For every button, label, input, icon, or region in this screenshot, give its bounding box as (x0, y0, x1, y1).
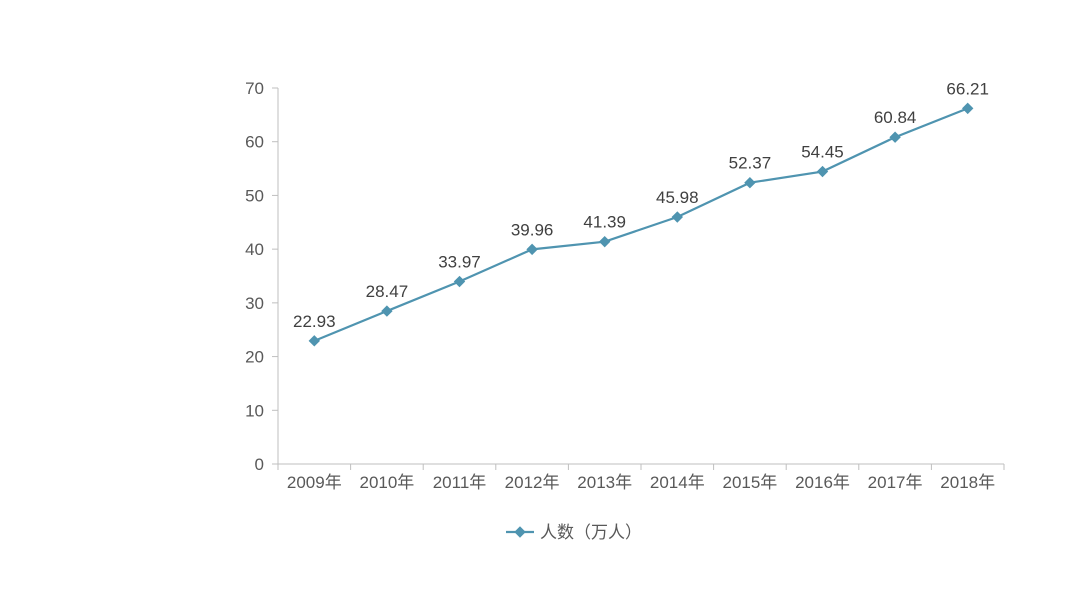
series-marker (745, 178, 755, 188)
series-marker (963, 103, 973, 113)
y-tick-label: 20 (245, 348, 264, 367)
x-tick-label: 2016年 (795, 473, 850, 492)
series-marker (455, 277, 465, 287)
legend-label: 人数（万人） (540, 523, 642, 542)
x-tick-label: 2015年 (722, 473, 777, 492)
x-tick-label: 2011年 (433, 473, 487, 492)
data-label: 60.84 (874, 108, 917, 127)
data-label: 52.37 (729, 154, 772, 173)
series-marker (309, 336, 319, 346)
series-marker (382, 306, 392, 316)
y-tick-label: 50 (245, 186, 264, 205)
series-marker (527, 244, 537, 254)
series-marker (818, 167, 828, 177)
x-tick-label: 2010年 (359, 473, 414, 492)
x-tick-label: 2009年 (287, 473, 342, 492)
data-label: 39.96 (511, 220, 554, 239)
series-marker (890, 132, 900, 142)
data-label: 66.21 (946, 79, 989, 98)
y-tick-label: 40 (245, 240, 264, 259)
series-marker (600, 237, 610, 247)
data-label: 41.39 (583, 213, 626, 232)
data-label: 45.98 (656, 188, 699, 207)
y-tick-label: 10 (245, 401, 264, 420)
y-tick-label: 0 (255, 455, 264, 474)
series-marker (672, 212, 682, 222)
line-chart: 0 10 20 30 40 50 60 70 2009年 2010年 2011年 2012年 2013年… (0, 0, 1080, 608)
data-label: 28.47 (366, 282, 409, 301)
data-label: 33.97 (438, 253, 481, 272)
x-tick-label: 2014年 (650, 473, 705, 492)
data-label: 22.93 (293, 312, 336, 331)
y-tick-label: 30 (245, 294, 264, 313)
data-label: 54.45 (801, 143, 844, 162)
y-tick-label: 70 (245, 79, 264, 98)
x-tick-label: 2013年 (577, 473, 632, 492)
y-tick-label: 60 (245, 133, 264, 152)
x-tick-label: 2018年 (940, 473, 995, 492)
x-tick-label: 2017年 (868, 473, 923, 492)
legend-marker (515, 527, 525, 537)
x-tick-label: 2012年 (505, 473, 560, 492)
series-line (314, 108, 967, 340)
